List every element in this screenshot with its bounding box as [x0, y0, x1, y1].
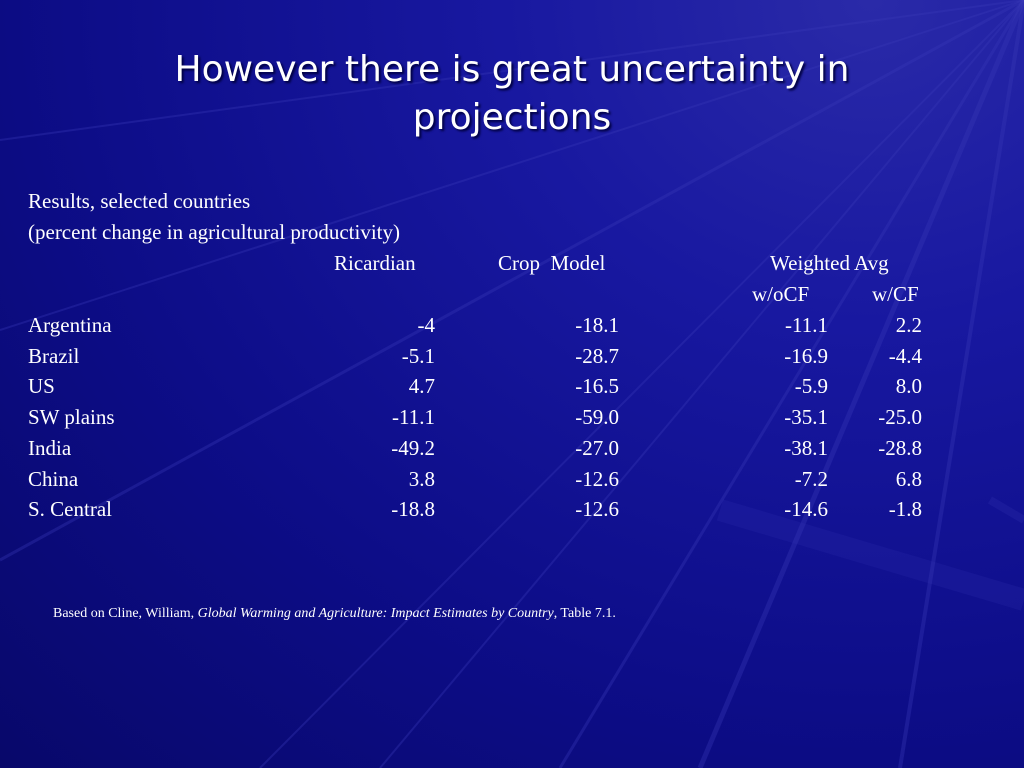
header-wocf: w/oCF — [752, 282, 810, 306]
units-subtitle: (percent change in agricultural producti… — [28, 220, 401, 244]
value-wcf: 6.8 — [895, 467, 922, 491]
value-wcf: -25.0 — [878, 405, 922, 429]
value-crop: -28.7 — [575, 344, 619, 368]
value-wcf: 2.2 — [895, 313, 922, 337]
header-ricardian: Ricardian — [334, 251, 416, 275]
value-ricardian: -4 — [417, 313, 436, 337]
slide-title: However there is great uncertainty in pr… — [60, 46, 964, 142]
value-crop: -27.0 — [575, 436, 619, 460]
country-label: Brazil — [28, 344, 80, 368]
title-line-2: projections — [412, 97, 612, 138]
header-crop-model: Crop Model — [498, 251, 606, 275]
title-line-1: However there is great uncertainty in — [174, 49, 850, 90]
value-wcf: -4.4 — [888, 344, 922, 368]
header-weighted-avg: Weighted Avg — [770, 251, 889, 275]
value-wocf: -35.1 — [784, 405, 828, 429]
value-wocf: -38.1 — [784, 436, 828, 460]
value-crop: -18.1 — [575, 313, 619, 337]
footnote-suffix: , Table 7.1. — [553, 606, 616, 621]
footnote-book-title: Global Warming and Agriculture: Impact E… — [197, 606, 554, 621]
country-label: Argentina — [28, 313, 112, 337]
value-wcf: -28.8 — [878, 436, 922, 460]
value-crop: -12.6 — [575, 467, 619, 491]
value-ricardian: 3.8 — [408, 467, 435, 491]
value-ricardian: -5.1 — [401, 344, 435, 368]
value-ricardian: -18.8 — [391, 497, 435, 521]
country-label: SW plains — [28, 405, 115, 429]
value-ricardian: -49.2 — [391, 436, 435, 460]
value-ricardian: 4.7 — [408, 374, 435, 398]
country-label: US — [28, 374, 55, 398]
value-wocf: -14.6 — [784, 497, 828, 521]
country-label: China — [28, 467, 79, 491]
value-wcf: -1.8 — [888, 497, 922, 521]
value-ricardian: -11.1 — [392, 405, 435, 429]
value-wocf: -11.1 — [785, 313, 828, 337]
results-subtitle: Results, selected countries — [28, 189, 251, 213]
value-crop: -16.5 — [575, 374, 619, 398]
value-crop: -12.6 — [575, 497, 619, 521]
value-wocf: -7.2 — [794, 467, 828, 491]
header-wcf: w/CF — [872, 282, 919, 306]
footnote-prefix: Based on Cline, William, — [53, 606, 198, 621]
value-wocf: -5.9 — [794, 374, 828, 398]
source-footnote: Based on Cline, William, Global Warming … — [53, 604, 633, 624]
value-wcf: 8.0 — [895, 374, 922, 398]
value-wocf: -16.9 — [784, 344, 828, 368]
value-crop: -59.0 — [575, 405, 619, 429]
country-label: India — [28, 436, 72, 460]
country-label: S. Central — [28, 497, 112, 521]
